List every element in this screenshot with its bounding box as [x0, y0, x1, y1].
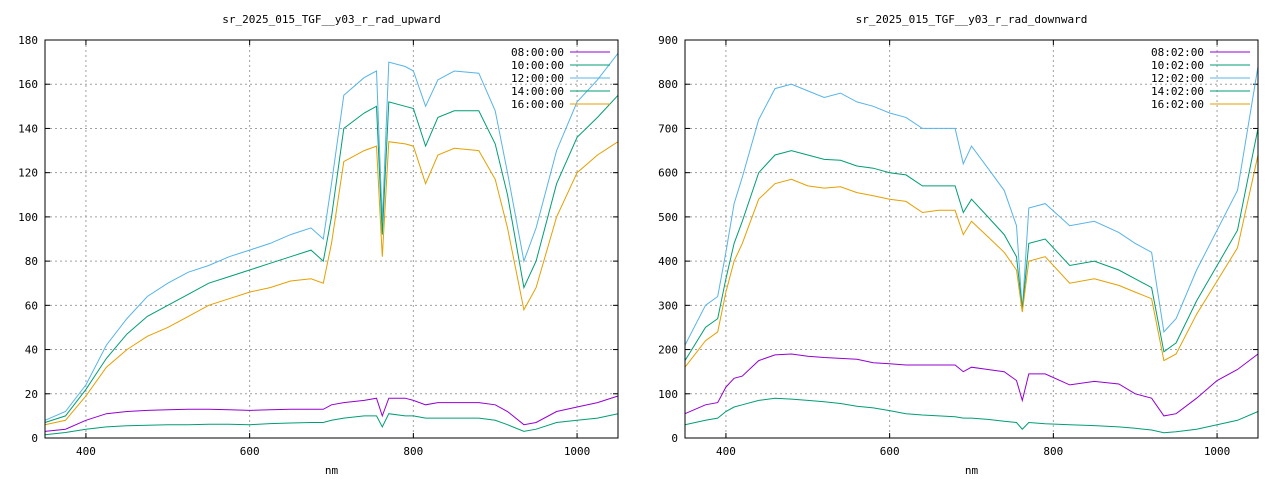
- x-tick-label: 400: [716, 445, 736, 458]
- y-tick-label: 700: [658, 122, 678, 135]
- series-line-1: [684, 397, 1259, 434]
- series-line-2: [684, 66, 1259, 346]
- x-tick-label: 800: [403, 445, 423, 458]
- plot-frame: [684, 39, 1259, 439]
- y-tick-label: 160: [18, 78, 38, 91]
- y-tick-label: 900: [658, 34, 678, 47]
- y-tick-label: 100: [658, 388, 678, 401]
- legend-label: 12:00:00: [511, 72, 564, 85]
- chart-downward-svg: sr_2025_015_TGF__y03_r_rad_downward 400 60…: [658, 13, 1259, 477]
- x-tick-label: 1000: [564, 445, 591, 458]
- series-line-4: [684, 154, 1259, 368]
- legend-label: 14:00:00: [511, 85, 564, 98]
- y-tick-label: 600: [658, 167, 678, 180]
- y-tick-label: 60: [25, 299, 38, 312]
- y-tick-label: 0: [31, 432, 38, 445]
- legend-label: 16:00:00: [511, 98, 564, 111]
- legend-label: 08:00:00: [511, 46, 564, 59]
- y-tick-label: 400: [658, 255, 678, 268]
- series-line-3: [684, 128, 1259, 361]
- y-tick-label: 300: [658, 299, 678, 312]
- legend-label: 10:00:00: [511, 59, 564, 72]
- x-tick-label: 600: [880, 445, 900, 458]
- y-tick-label: 0: [671, 432, 678, 445]
- plot-frame: [44, 39, 619, 439]
- legend-label: 08:02:00: [1151, 46, 1204, 59]
- chart-title: sr_2025_015_TGF__y03_r_rad_downward: [856, 13, 1088, 26]
- x-tick-label: 1000: [1204, 445, 1231, 458]
- x-tick-label: 400: [76, 445, 96, 458]
- series-line-3: [44, 94, 619, 423]
- x-tick-label: 800: [1043, 445, 1063, 458]
- y-tick-label: 100: [18, 211, 38, 224]
- legend-label: 12:02:00: [1151, 72, 1204, 85]
- y-tick-label: 20: [25, 388, 38, 401]
- y-tick-label: 500: [658, 211, 678, 224]
- series-line-4: [44, 141, 619, 426]
- x-axis-label: nm: [965, 464, 979, 477]
- y-tick-label: 180: [18, 34, 38, 47]
- legend-label: 16:02:00: [1151, 98, 1204, 111]
- y-tick-label: 40: [25, 344, 38, 357]
- series-line-2: [44, 52, 619, 421]
- y-tick-label: 120: [18, 167, 38, 180]
- x-axis-label: nm: [325, 464, 339, 477]
- x-tick-label: 600: [240, 445, 260, 458]
- series-line-1: [44, 413, 619, 436]
- chart-downward: sr_2025_015_TGF__y03_r_rad_downward 400 60…: [640, 0, 1280, 480]
- series-line-0: [44, 395, 619, 432]
- chart-title: sr_2025_015_TGF__y03_r_rad_upward: [222, 13, 441, 26]
- legend-label: 14:02:00: [1151, 85, 1204, 98]
- chart-upward: sr_2025_015_TGF__y03_r_rad_upward 400 600 8…: [18, 13, 619, 477]
- legend-label: 10:02:00: [1151, 59, 1204, 72]
- y-tick-label: 140: [18, 122, 38, 135]
- y-tick-label: 200: [658, 344, 678, 357]
- y-tick-label: 80: [25, 255, 38, 268]
- y-tick-label: 800: [658, 78, 678, 91]
- series-line-0: [684, 353, 1259, 417]
